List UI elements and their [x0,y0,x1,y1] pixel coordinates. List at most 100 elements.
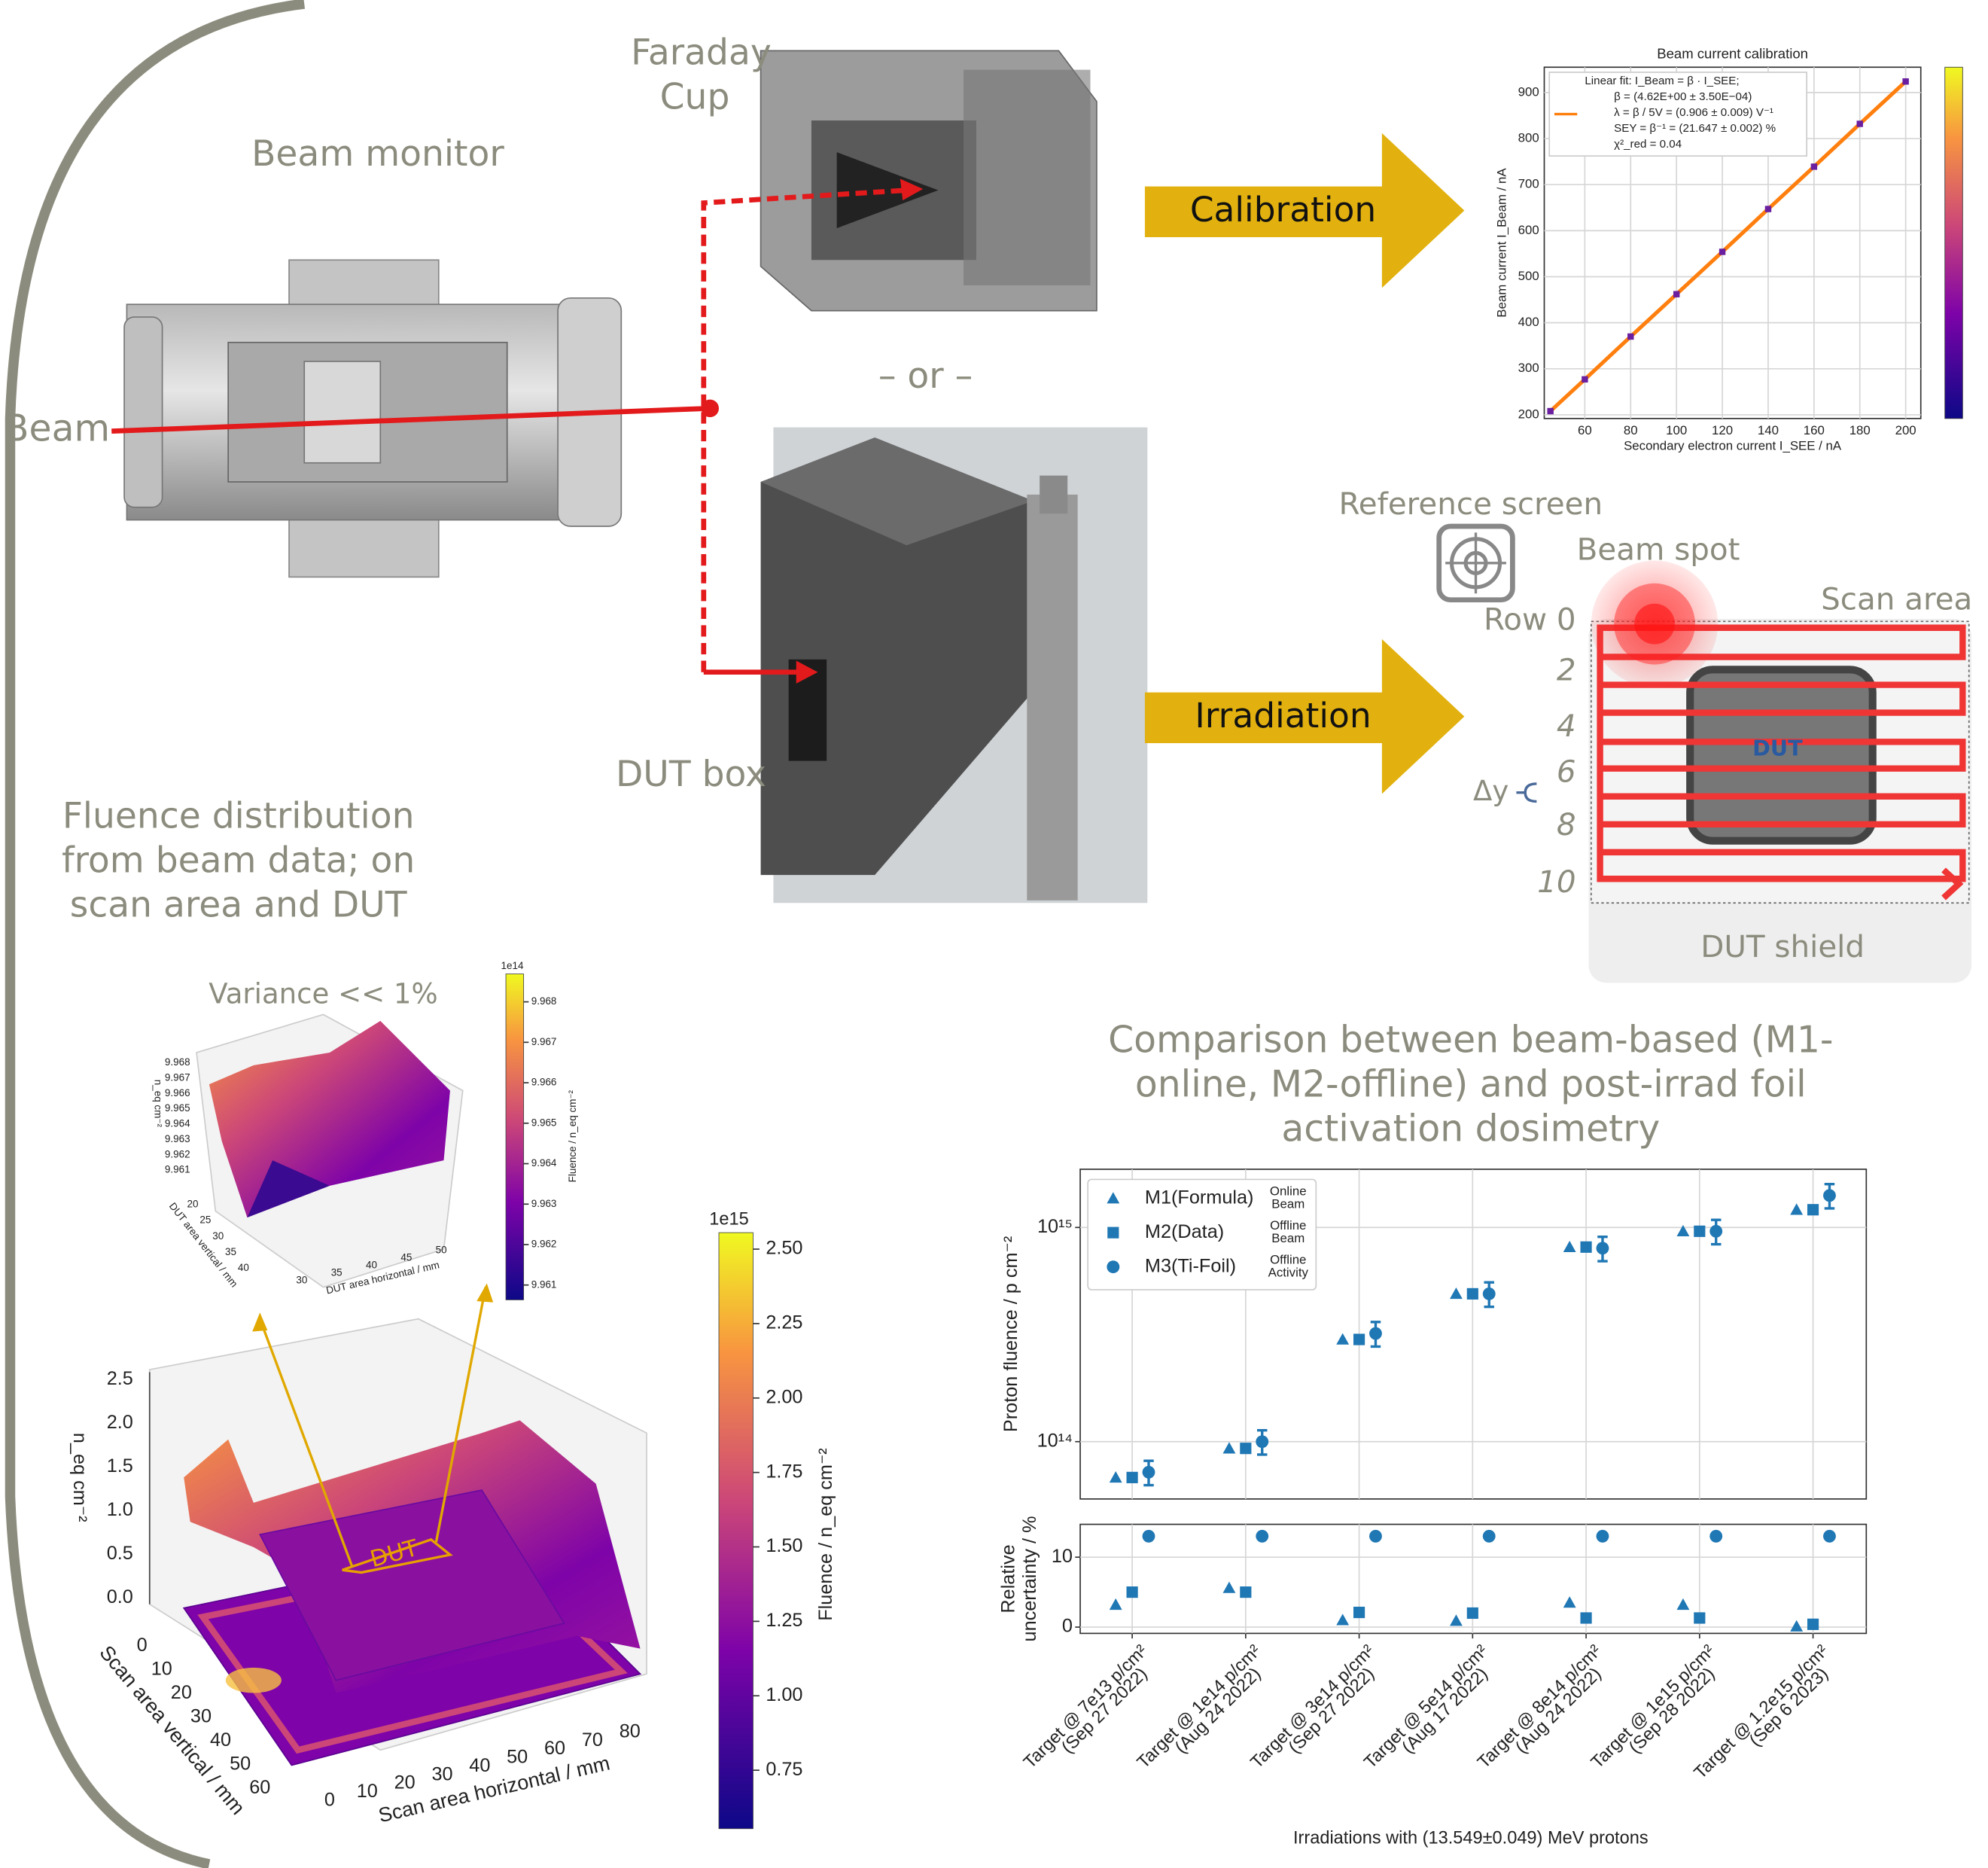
colorbar-scale: 1e15 [709,1209,748,1229]
marker [1807,1204,1819,1215]
z-axis-label: n_eq cm⁻² [69,1433,90,1522]
colorbar-tick-label: 1.50 [766,1535,802,1556]
marker [1597,1242,1609,1254]
colorbar-tick-label: 1.25 [766,1610,802,1631]
figure: Beam monitor Beam Faraday Cup – or – DUT… [0,0,1988,1868]
x-tick-label: 40 [469,1755,490,1776]
data-point [1902,78,1908,84]
z-tick-label: 9.964 [165,1118,190,1129]
x-tick-label: 20 [394,1772,416,1793]
caption: Beam monitor [251,133,504,175]
legend-entry: M3(Ti-Foil) [1145,1255,1236,1276]
row-label: 2 [1557,652,1576,688]
marker [1580,1242,1591,1253]
z-tick-label: 0.0 [107,1586,133,1607]
x-tick-label: Target @ 8e14 p/cm² [1474,1641,1605,1772]
colorbar-tick-label: 9.962 [531,1239,557,1250]
plot-title: Beam current calibration [1657,45,1808,61]
marker [1240,1586,1251,1598]
marker [1467,1607,1478,1619]
x-tick-label: Target @ 1.2e15 p/cm² [1690,1641,1831,1782]
z-tick-label: 2.5 [107,1368,133,1389]
caption: from beam data; on [62,840,415,881]
beam-monitor-drawing [124,260,621,577]
colorbar-tick-label: 2.50 [766,1238,802,1259]
delta-y-brace [1516,784,1536,802]
x-tick-label: 50 [507,1747,528,1768]
z-tick-label: 9.967 [165,1071,190,1083]
x-tick-label: 140 [1758,423,1779,437]
label: Beam spot [1577,532,1740,568]
data-point [1857,120,1863,126]
data-point [1582,376,1588,382]
legend-entry: Beam [1271,1231,1305,1245]
y-tick-label: 800 [1518,131,1539,145]
marker [1353,1607,1365,1618]
y-axis-label: Proton fluence / p cm⁻² [1000,1236,1021,1432]
marker [1369,1530,1382,1543]
fluence-3d-plot [150,1284,647,1766]
marker [1256,1530,1268,1543]
data-point [1548,408,1554,414]
legend-text: SEY = β⁻¹ = (21.647 ± 0.002) % [1614,122,1776,135]
y-tick-label: 30 [190,1705,212,1726]
label: Reference screen [1338,486,1603,522]
z-tick-label: 9.965 [165,1102,190,1114]
legend-text: Linear fit: I_Beam = β · I_SEE; [1585,75,1739,87]
colorbar-tick-label: 9.965 [531,1117,557,1128]
z-tick-label: 9.968 [165,1056,190,1068]
x-tick-label: Target @ 5e14 p/cm² [1360,1641,1491,1772]
z-tick-label: 9.962 [165,1148,190,1160]
marker [1107,1227,1119,1239]
z-tick-label: 9.966 [165,1087,190,1099]
chart-title: online, M2-offline) and post-irrad foil [1135,1062,1807,1105]
legend-entry: Activity [1268,1266,1309,1280]
colorbar-tick-label: 9.967 [531,1036,557,1047]
x-tick-label: 0 [324,1789,335,1810]
y-tick-label: 300 [1518,361,1539,375]
marker [1694,1226,1705,1237]
y-tick-label: 20 [187,1199,199,1210]
x-tick-label: 80 [620,1720,641,1742]
colorbar-tick-label: 9.964 [531,1157,557,1169]
x-tick-label: Target @ 1e14 p/cm² [1133,1641,1264,1772]
caption: Cup [660,76,730,117]
x-tick-label: 40 [366,1260,377,1271]
z-axis-label: n_eq cm⁻² [152,1080,163,1128]
legend-entry: M2(Data) [1145,1221,1224,1242]
z-tick-label: 0.5 [107,1543,133,1564]
row-label: 6 [1557,753,1576,789]
x-tick-label: 50 [436,1244,447,1255]
caption: Beam [4,407,110,450]
marker [1597,1530,1609,1543]
colorbar [719,1233,753,1829]
z-tick-label: 1.5 [107,1455,133,1476]
x-tick-label: 100 [1666,423,1687,437]
x-tick-label: 30 [431,1763,452,1784]
reference-screen-icon [1445,532,1506,593]
chart-title: Comparison between beam-based (M1- [1108,1019,1833,1062]
y-tick-label: 0 [1062,1616,1073,1637]
legend-entry: Beam [1271,1197,1305,1211]
y-tick-label: 10 [1052,1546,1073,1567]
marker [1240,1443,1251,1454]
marker [1483,1530,1496,1543]
label: Δy [1473,775,1509,807]
label: DUT shield [1700,928,1865,964]
marker [1580,1612,1591,1623]
colorbar-tick-label: 2.25 [766,1312,802,1333]
colorbar-label: Fluence / n_eq cm⁻² [815,1448,836,1620]
data-point [1719,248,1725,254]
marker [1143,1466,1155,1479]
row-label: 4 [1557,708,1576,744]
x-tick-label: 10 [357,1781,378,1802]
y-tick-label: 25 [199,1214,211,1226]
beam-spot [1634,604,1675,645]
z-tick-label: 1.0 [107,1499,133,1520]
x-tick-label: 35 [331,1267,342,1278]
x-axis-label: Secondary electron current I_SEE / nA [1624,438,1842,453]
data-point [1673,291,1679,297]
label: DUT [1752,735,1803,760]
plot-title: Variance << 1% [209,978,437,1010]
marker [1369,1327,1382,1340]
